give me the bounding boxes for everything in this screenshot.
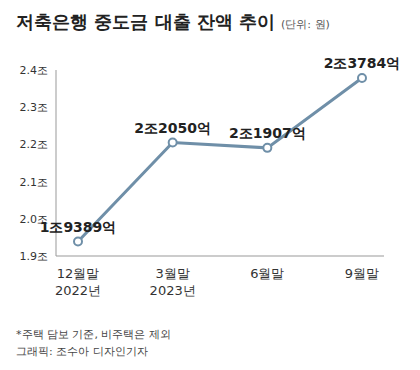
svg-text:6월말: 6월말 <box>250 266 284 281</box>
svg-text:2.1조: 2.1조 <box>20 176 49 189</box>
svg-text:2조1907억: 2조1907억 <box>229 125 306 141</box>
svg-text:9월말: 9월말 <box>345 266 379 281</box>
svg-text:2.0조: 2.0조 <box>19 212 48 226</box>
svg-text:12월말2022년: 12월말2022년 <box>55 266 101 298</box>
html-text:저축은행 중도금 대출 잔액 추이 (단위: 원): 저축은행 중도금 대출 잔액 추이 (단위: 원) <box>16 11 330 32</box>
svg-text:2조2050억: 2조2050억 <box>134 120 211 136</box>
html-text:그래픽: 조수아 디자인기자: 그래픽: 조수아 디자인기자 <box>16 345 148 358</box>
svg-text:3월말2023년: 3월말2023년 <box>150 266 196 298</box>
svg-text:1.9조: 1.9조 <box>20 250 49 263</box>
html-text:*주택 담보 기준, 비주택은 제외: *주택 담보 기준, 비주택은 제외 <box>16 328 171 341</box>
svg-text:2.4조: 2.4조 <box>20 64 49 77</box>
svg-text:1조9389억: 1조9389억 <box>40 219 117 235</box>
svg-text:2.3조: 2.3조 <box>20 101 49 114</box>
svg-text:2조3784억: 2조3784억 <box>324 55 401 71</box>
svg-text:2.2조: 2.2조 <box>20 138 49 151</box>
